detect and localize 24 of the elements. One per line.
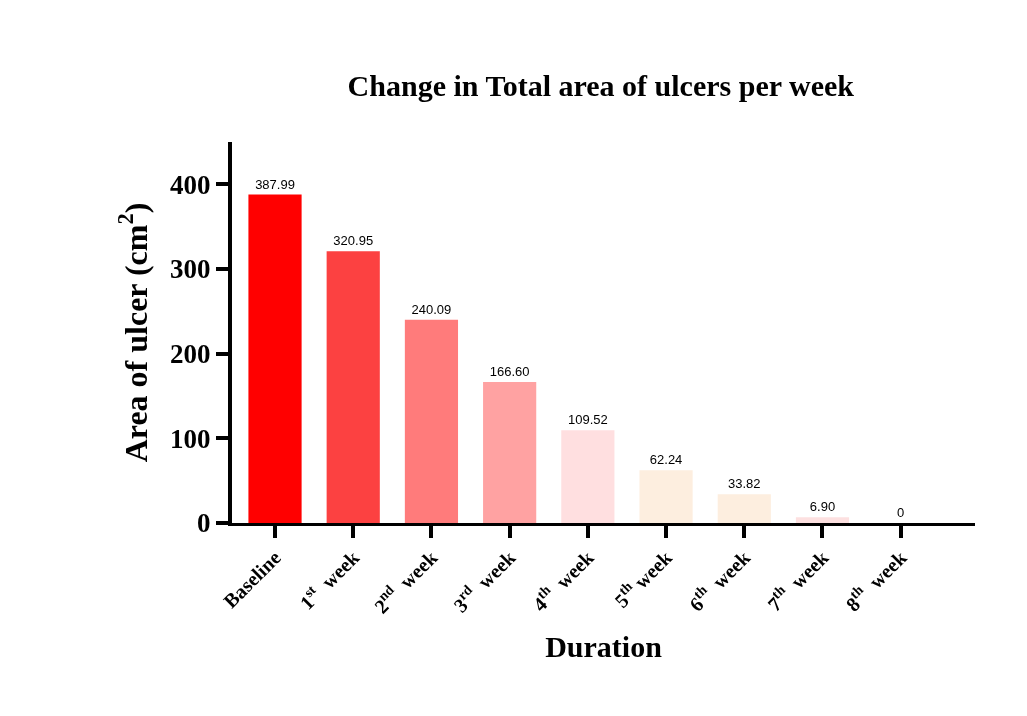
data-label: 387.99 (255, 176, 295, 192)
x-axis-title: Duration (545, 630, 663, 664)
y-tick-label: 400 (170, 169, 211, 200)
data-label: 166.60 (489, 363, 530, 379)
chart-title: Change in Total area of ulcers per week (347, 69, 855, 103)
data-label: 6.90 (809, 499, 836, 515)
bar (561, 430, 615, 523)
bar (248, 194, 302, 523)
y-tick-label: 0 (197, 508, 211, 539)
bar (717, 494, 771, 523)
bar (326, 251, 380, 523)
data-label: 109.52 (567, 412, 608, 428)
bar (639, 470, 693, 523)
data-label: 0 (897, 505, 905, 520)
y-tick-label: 100 (170, 423, 211, 454)
bar (795, 517, 850, 523)
bar (404, 319, 459, 523)
data-label: 320.95 (333, 233, 374, 249)
data-label: 62.24 (649, 452, 683, 468)
bar (483, 381, 537, 523)
y-tick-label: 200 (170, 339, 211, 370)
data-label: 240.09 (411, 301, 452, 317)
y-tick-label: 300 (170, 254, 211, 285)
data-label: 33.82 (728, 476, 761, 492)
